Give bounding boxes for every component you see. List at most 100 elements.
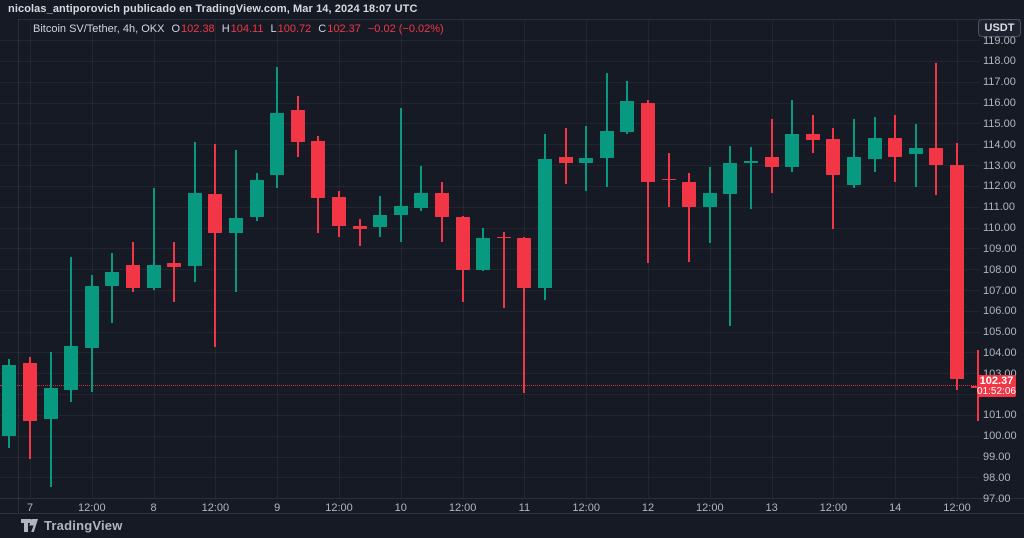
candle-body xyxy=(847,156,861,185)
candle-wick xyxy=(832,127,835,229)
price-axis-label: 98.00 xyxy=(983,471,1011,484)
vertical-gridline xyxy=(586,20,588,498)
tradingview-logo-icon xyxy=(21,519,38,532)
candle-body xyxy=(64,346,79,390)
time-axis-label: 13 xyxy=(765,502,778,514)
price-axis-label: 111.00 xyxy=(983,201,1016,214)
candle-wick xyxy=(111,252,114,324)
candle-body xyxy=(455,217,470,271)
candle-body xyxy=(187,193,202,266)
candle-body xyxy=(126,265,140,288)
candle-wick xyxy=(914,124,917,187)
time-axis-label: 12:00 xyxy=(78,502,106,514)
last-price-value: 102.37 xyxy=(979,375,1014,388)
candle-wick xyxy=(935,62,938,196)
candle-body xyxy=(311,141,326,199)
time-axis-label: 9 xyxy=(274,502,281,514)
price-axis-label: 97.00 xyxy=(983,492,1011,505)
time-axis-label: 12:00 xyxy=(572,502,600,514)
time-axis-label: 12:00 xyxy=(943,502,971,514)
chart-frame-left-border xyxy=(18,19,19,513)
price-axis-label: 109.00 xyxy=(983,242,1017,255)
candle-body xyxy=(105,272,120,286)
horizontal-gridline xyxy=(0,477,980,479)
symbol-title[interactable]: Bitcoin SV/Tether, 4h, OKX xyxy=(33,23,165,35)
horizontal-gridline xyxy=(0,414,980,416)
candle-body xyxy=(332,197,346,227)
horizontal-gridline xyxy=(0,206,980,208)
time-axis-label: 14 xyxy=(889,502,902,514)
chart-frame-top-border xyxy=(18,19,1021,20)
candle-wick xyxy=(750,147,752,209)
price-axis-label: 115.00 xyxy=(983,117,1016,130)
price-axis-label: 112.00 xyxy=(983,180,1016,193)
candle-body xyxy=(558,156,573,163)
candle-body xyxy=(826,138,841,176)
candle-wick xyxy=(358,219,361,247)
candle-wick xyxy=(564,127,567,184)
ohlc-close: C 102.37 xyxy=(318,23,361,35)
candle-body xyxy=(146,265,161,288)
price-axis-label: 110.00 xyxy=(983,222,1016,234)
candle-body xyxy=(785,133,800,167)
price-axis-label: 106.00 xyxy=(983,305,1017,318)
price-axis-label: 118.00 xyxy=(983,55,1016,68)
horizontal-gridline xyxy=(0,185,980,187)
vertical-gridline xyxy=(30,20,31,498)
candle-body xyxy=(579,157,594,163)
candle-body xyxy=(929,148,944,165)
candle-wick xyxy=(152,187,155,290)
candle-body xyxy=(744,160,758,163)
ohlc-high: H 104.11 xyxy=(221,23,264,35)
vertical-gridline xyxy=(895,20,897,498)
candle-body xyxy=(950,165,964,379)
price-axis-label: 99.00 xyxy=(983,451,1011,464)
vertical-gridline xyxy=(91,20,93,498)
price-axis-label: 104.00 xyxy=(983,346,1017,359)
candle-body xyxy=(290,109,305,143)
price-axis-label: 108.00 xyxy=(983,263,1017,276)
candle-wick xyxy=(605,73,608,187)
price-axis[interactable]: 102.37 01:52:06 119.00 118.00 117.00 116.00… xyxy=(976,0,1024,505)
candle-wick xyxy=(853,119,855,188)
last-price-tag: 102.37 01:52:06 xyxy=(977,375,1016,398)
candle-body xyxy=(167,262,182,268)
horizontal-gridline xyxy=(0,352,980,354)
horizontal-gridline xyxy=(0,331,980,333)
tradingview-brand[interactable]: TradingView xyxy=(21,518,123,533)
candle-body xyxy=(661,178,676,180)
vertical-gridline xyxy=(400,20,402,498)
candle-wick xyxy=(420,166,423,211)
candle-body xyxy=(970,386,980,388)
horizontal-gridline xyxy=(0,165,980,166)
horizontal-gridline xyxy=(0,81,980,83)
time-axis-separator xyxy=(0,498,1024,499)
time-axis-label: 12:00 xyxy=(325,502,353,514)
ohlc-low: L 100.72 xyxy=(270,23,312,35)
vertical-gridline xyxy=(771,20,773,498)
horizontal-gridline xyxy=(0,394,980,396)
candle-body xyxy=(229,218,243,233)
footer-bar: TradingView xyxy=(0,513,1024,538)
time-axis-label: 12:00 xyxy=(448,502,477,514)
candle-body xyxy=(476,237,491,271)
candle-body xyxy=(517,237,532,288)
currency-toggle-button[interactable]: USDT xyxy=(978,19,1021,37)
chart-plot-area[interactable] xyxy=(0,0,980,537)
horizontal-gridline xyxy=(0,60,980,62)
time-axis-label: 12:00 xyxy=(201,502,230,514)
vertical-gridline xyxy=(709,20,711,498)
vertical-gridline xyxy=(277,20,279,498)
horizontal-gridline xyxy=(0,144,980,146)
price-axis-label: 117.00 xyxy=(983,76,1016,89)
price-change: −0.02 (−0.02%) xyxy=(367,23,444,35)
candle-body xyxy=(270,112,285,176)
time-axis-label: 7 xyxy=(26,502,34,514)
candle-body xyxy=(538,158,552,288)
candle-wick xyxy=(214,144,217,348)
candle-body xyxy=(723,162,738,195)
time-axis-label: 10 xyxy=(394,502,407,514)
chart-legend: Bitcoin SV/Tether, 4h, OKX O 102.38 H 104.… xyxy=(33,22,444,36)
candle-body xyxy=(641,102,655,182)
horizontal-gridline xyxy=(0,456,980,458)
